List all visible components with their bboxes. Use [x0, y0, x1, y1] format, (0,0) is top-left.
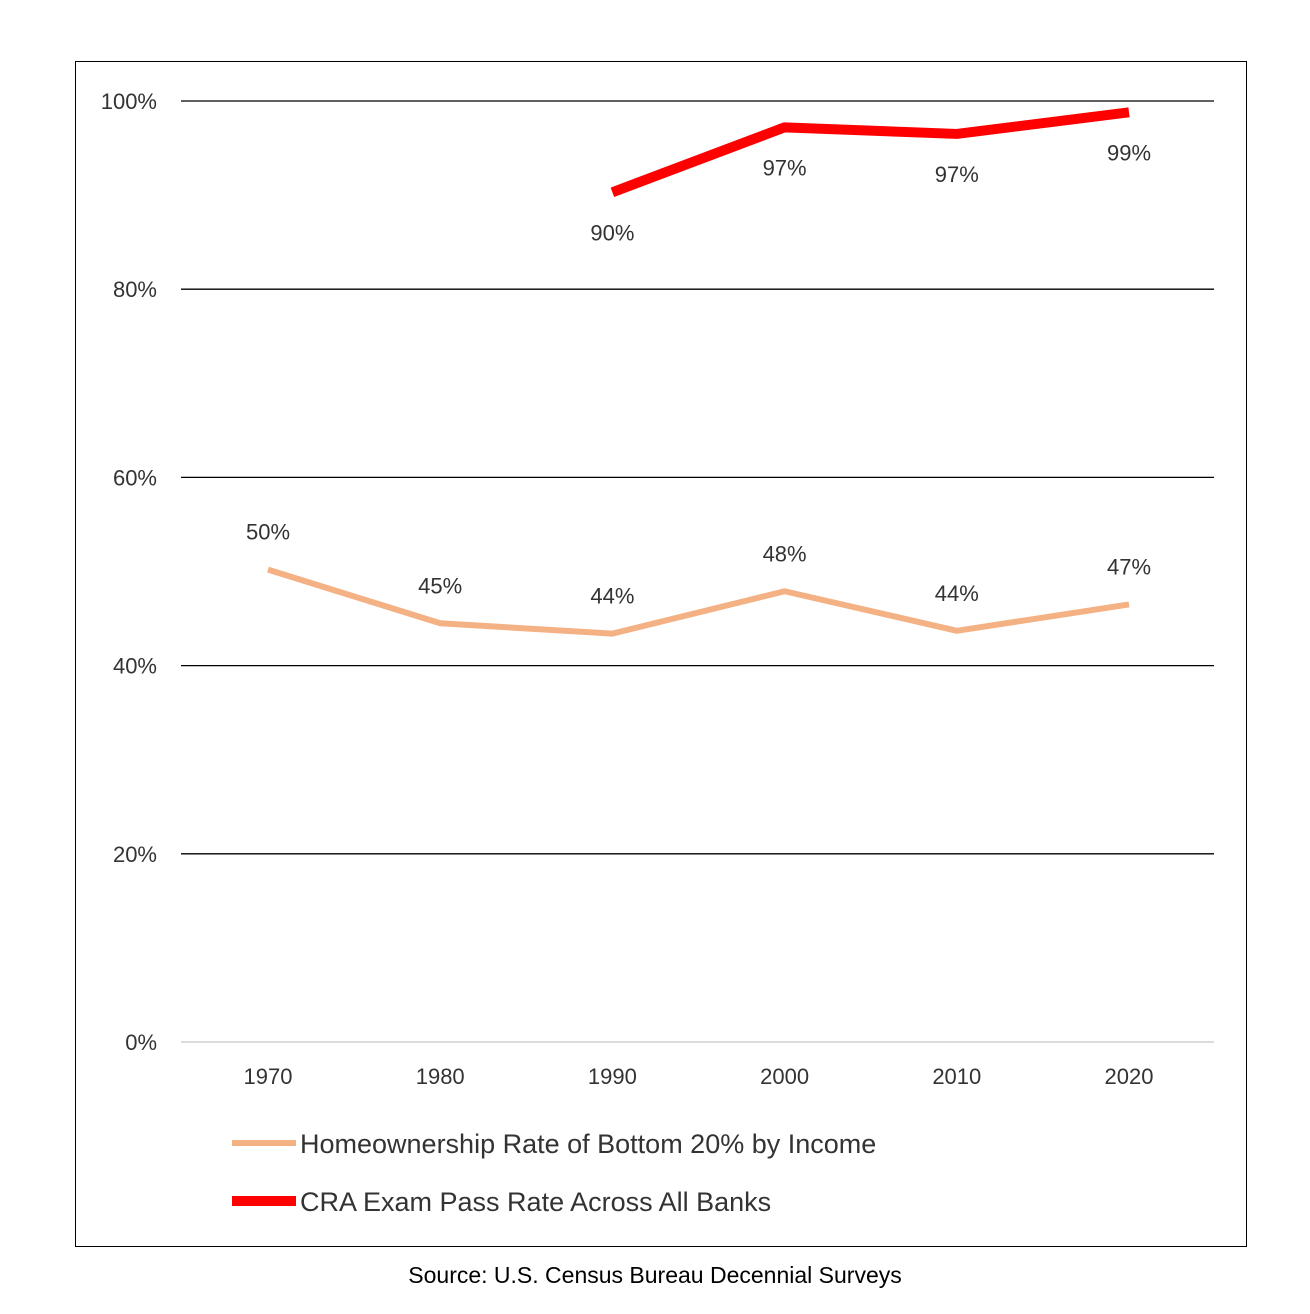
x-tick-label: 1970: [244, 1064, 293, 1089]
data-label: 50%: [246, 520, 290, 545]
x-tick-label: 1980: [416, 1064, 465, 1089]
data-label: 47%: [1107, 554, 1151, 579]
x-tick-label: 2010: [932, 1064, 981, 1089]
y-tick-label: 20%: [113, 842, 157, 867]
data-label: 44%: [590, 584, 634, 609]
data-label: 90%: [590, 220, 634, 245]
data-label: 97%: [935, 162, 979, 187]
legend-label-1: CRA Exam Pass Rate Across All Banks: [300, 1187, 771, 1217]
series-lines: [267, 107, 1130, 637]
legend-label-0: Homeownership Rate of Bottom 20% by Inco…: [300, 1129, 876, 1159]
data-label: 97%: [763, 155, 807, 180]
data-label: 45%: [418, 573, 462, 598]
data-label: 48%: [763, 541, 807, 566]
series-line-0: [267, 566, 1130, 637]
y-tick-label: 0%: [125, 1030, 157, 1055]
gridlines: [181, 100, 1214, 1043]
data-labels: 50% 45% 44% 48% 44% 47% 90% 97% 97% 99%: [246, 140, 1151, 608]
chart-frame: [75, 61, 1247, 1247]
x-tick-label: 1990: [588, 1064, 637, 1089]
x-tick-label: 2000: [760, 1064, 809, 1089]
data-label: 44%: [935, 581, 979, 606]
source-note: Source: U.S. Census Bureau Decennial Sur…: [408, 1262, 902, 1288]
legend: Homeownership Rate of Bottom 20% by Inco…: [232, 1129, 876, 1217]
data-label: 99%: [1107, 140, 1151, 165]
x-axis-tick-labels: 1970 1980 1990 2000 2010 2020: [244, 1064, 1154, 1089]
y-tick-label: 100%: [101, 89, 157, 114]
x-tick-label: 2020: [1105, 1064, 1154, 1089]
y-axis-tick-labels: 0% 20% 40% 60% 80% 100%: [101, 89, 157, 1055]
y-tick-label: 60%: [113, 465, 157, 490]
y-tick-label: 40%: [113, 654, 157, 679]
series-line-1: [610, 107, 1130, 197]
y-tick-label: 80%: [113, 277, 157, 302]
